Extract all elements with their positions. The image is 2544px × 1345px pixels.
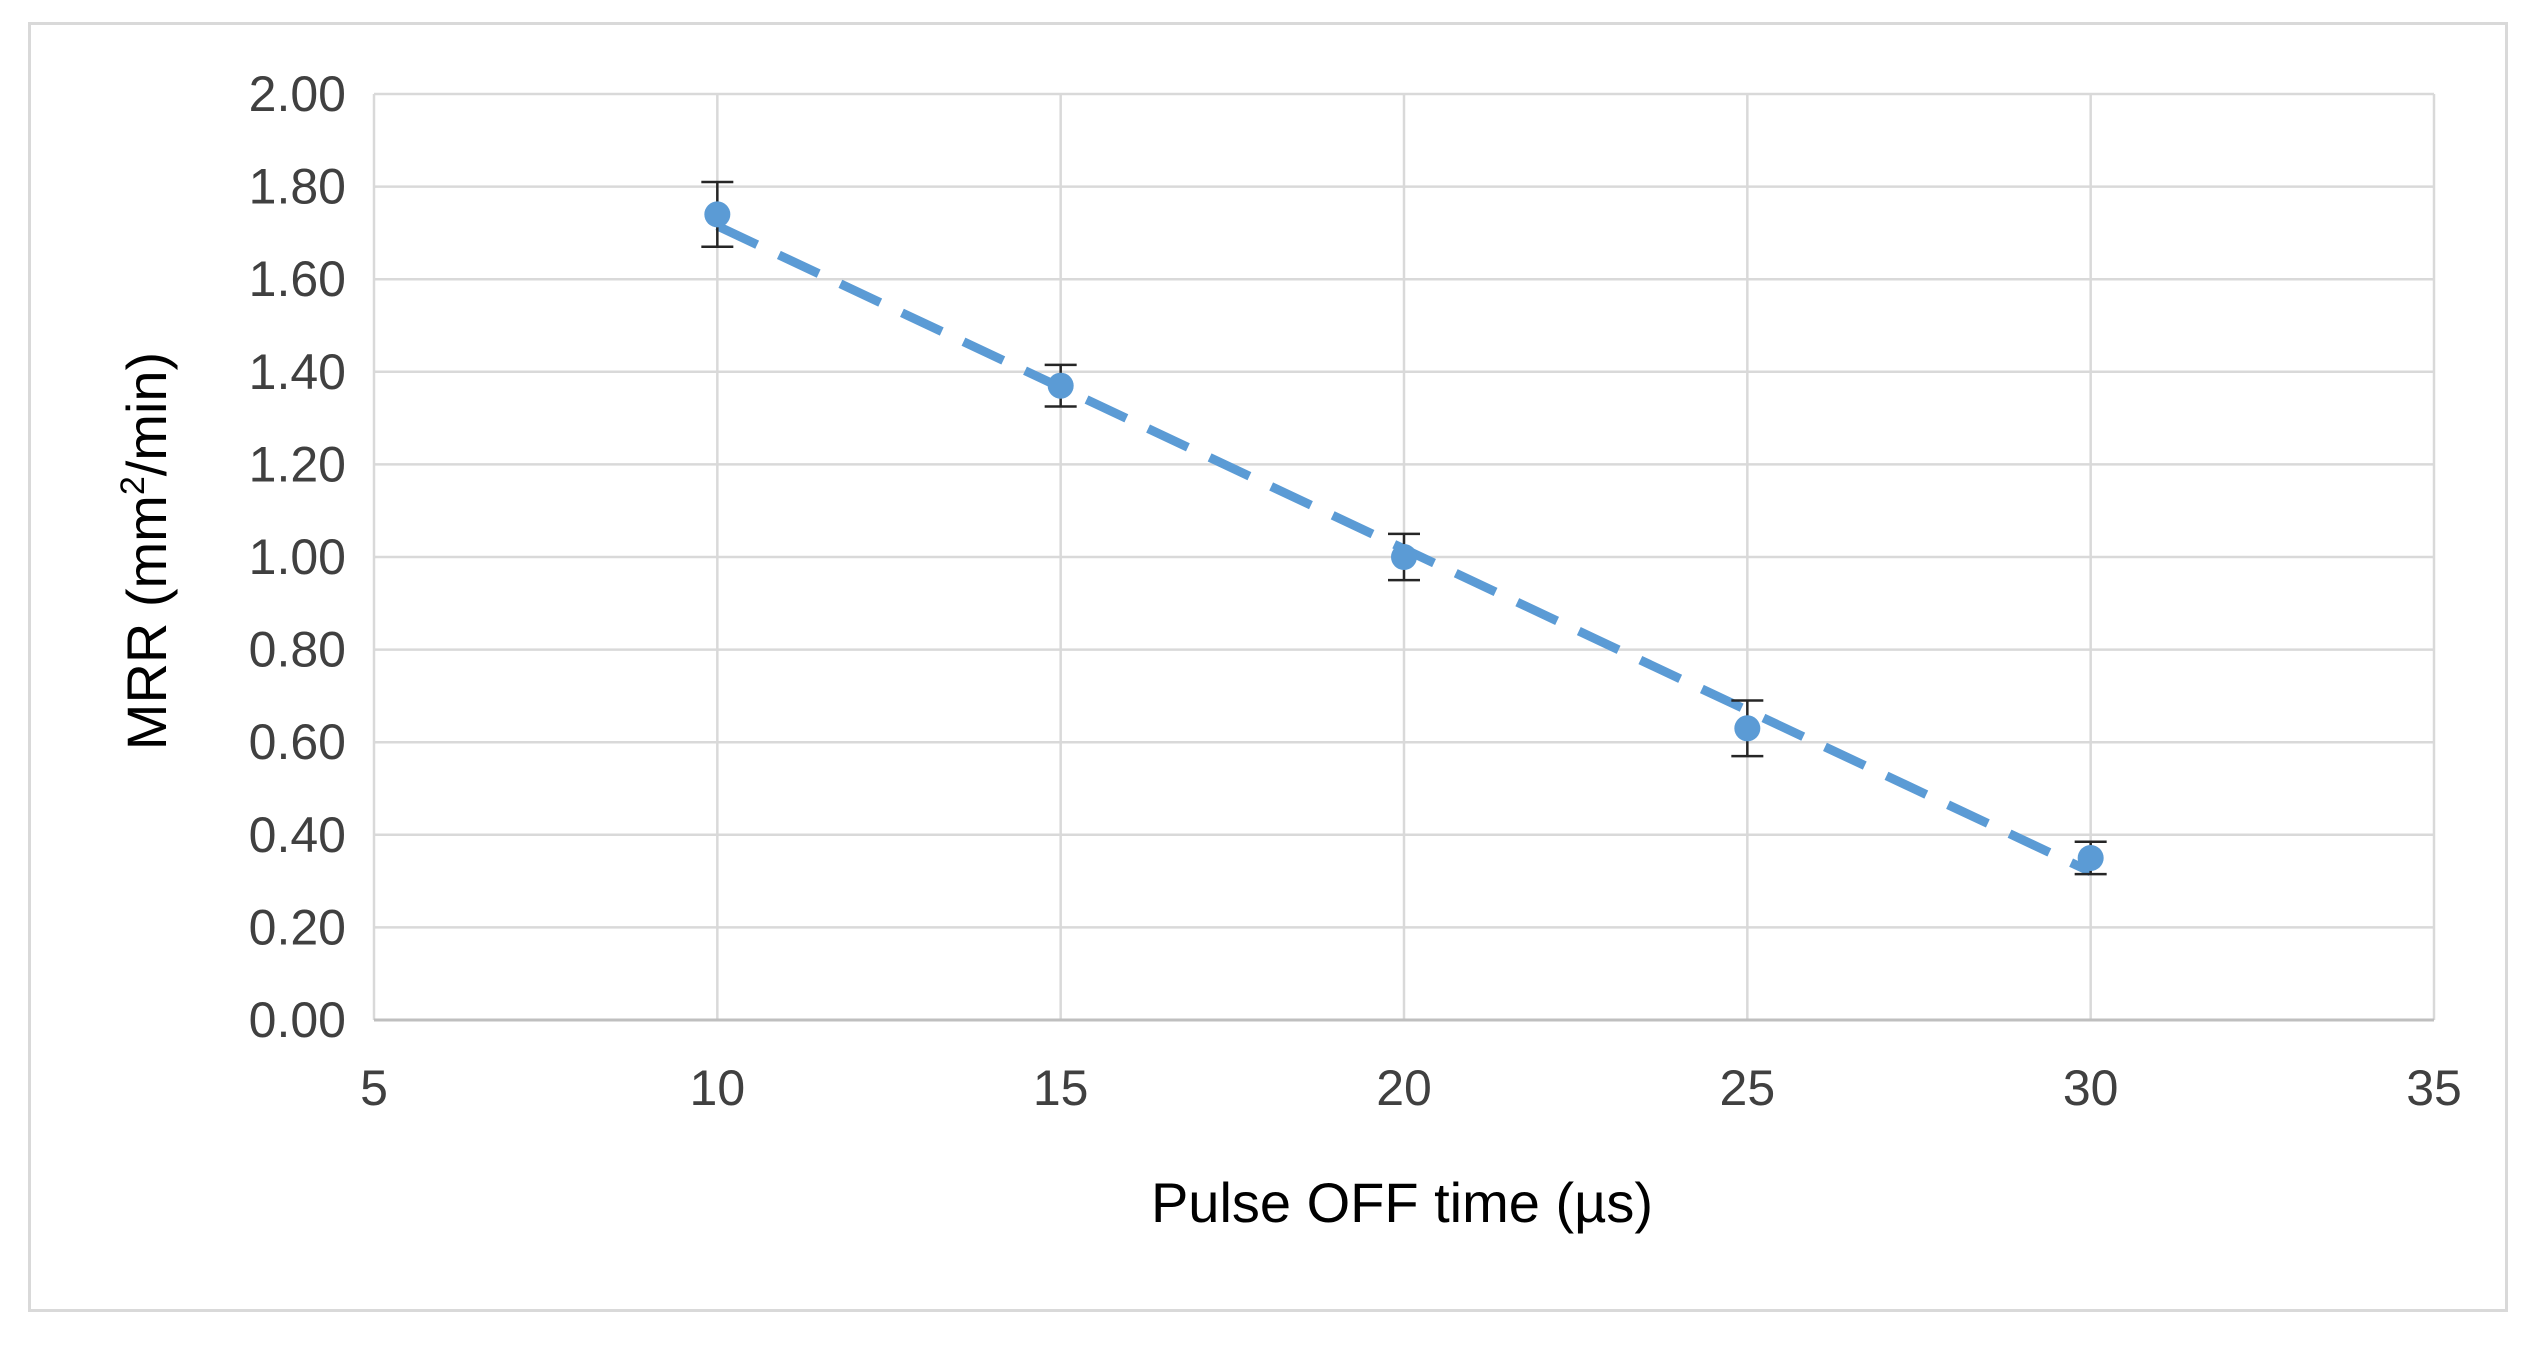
chart-frame [28, 22, 2508, 1312]
y-tick-label: 1.40 [249, 344, 346, 400]
y-tick-label: 0.20 [249, 899, 346, 955]
y-tick-label: 1.00 [249, 529, 346, 585]
x-tick-label: 20 [1376, 1060, 1432, 1116]
y-tick-label: 0.00 [249, 992, 346, 1048]
y-axis-title: MRR (mm2/min) [114, 352, 178, 750]
x-axis-title: Pulse OFF time (µs) [1151, 1171, 1653, 1234]
y-axis-title-prefix: MRR (mm [115, 495, 178, 750]
x-tick-label: 30 [2063, 1060, 2119, 1116]
data-point [1047, 372, 1074, 399]
x-tick-label: 5 [360, 1060, 388, 1116]
y-tick-label: 2.00 [249, 66, 346, 122]
y-axis-title-suffix: /min) [115, 352, 178, 476]
tick-labels: 0.00 0.20 0.40 0.60 0.80 1.00 1.20 1.40 1.60 1.80… [249, 66, 2462, 1116]
x-tick-label: 25 [1720, 1060, 1776, 1116]
x-tick-label: 15 [1033, 1060, 1089, 1116]
data-point [1734, 715, 1761, 742]
x-tick-label: 35 [2406, 1060, 2462, 1116]
data-point [704, 201, 731, 228]
data-points [704, 201, 2104, 871]
data-point [1391, 544, 1417, 570]
y-tick-label: 1.60 [249, 251, 346, 307]
y-tick-label: 0.80 [249, 622, 346, 678]
y-axis-title-sup: 2 [114, 476, 152, 495]
data-point [2077, 844, 2104, 871]
y-tick-label: 0.60 [249, 714, 346, 770]
y-tick-label: 0.40 [249, 807, 346, 863]
y-tick-label: 1.20 [249, 436, 346, 492]
x-tick-label: 10 [690, 1060, 746, 1116]
y-tick-label: 1.80 [249, 159, 346, 215]
